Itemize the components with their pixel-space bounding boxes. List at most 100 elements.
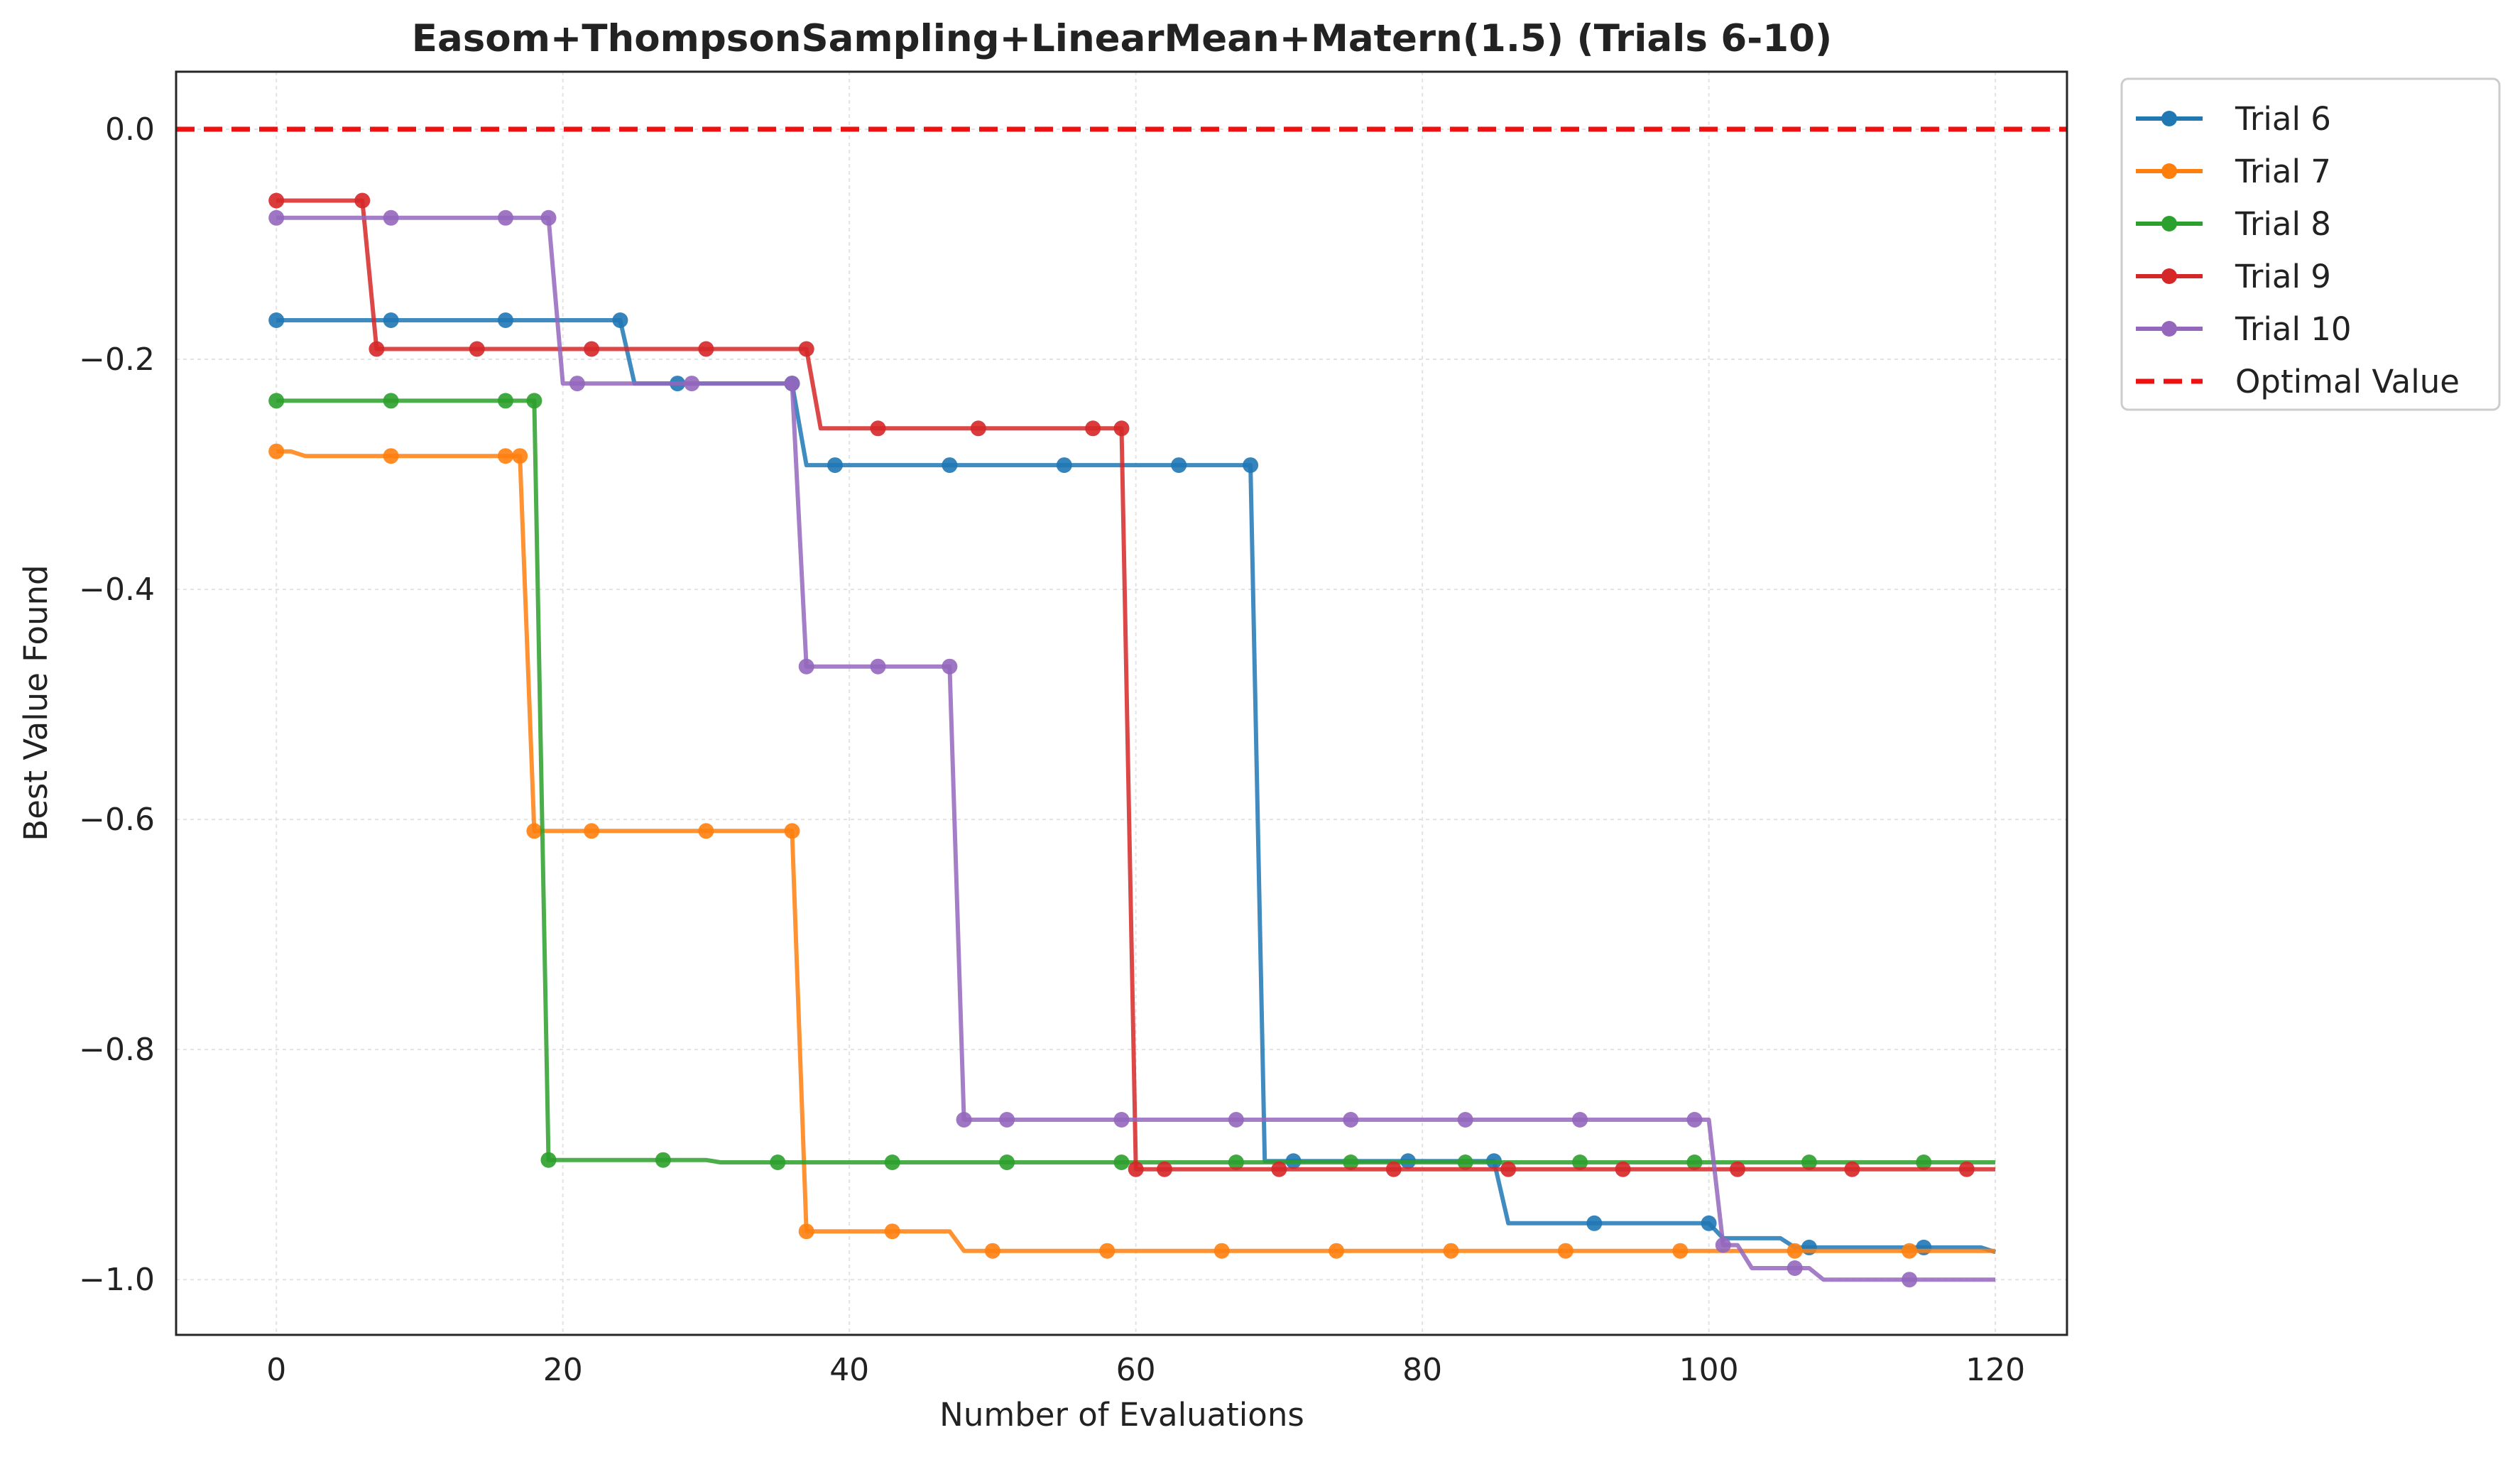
trial-9-point [354, 192, 371, 209]
legend-entry-trial-10: Trial 10 [2136, 310, 2352, 348]
trial-10-point [999, 1112, 1015, 1128]
trial-10-point [684, 376, 700, 392]
trial-7-point [526, 823, 542, 839]
trial-7-point [1902, 1243, 1918, 1259]
trial-10-point [1572, 1112, 1588, 1128]
trial-7-point [1329, 1243, 1345, 1259]
trial-7-point [884, 1223, 900, 1240]
legend-label: Optimal Value [2235, 363, 2460, 400]
trial-9-point [698, 341, 714, 357]
legend-label: Trial 8 [2235, 205, 2331, 243]
trial-9-point [1271, 1161, 1287, 1177]
trial-9-point [1844, 1161, 1860, 1177]
legend-marker [2161, 163, 2177, 179]
trial-9-point [469, 341, 485, 357]
trial-10-point [1787, 1260, 1803, 1276]
legend-entry-trial-9: Trial 9 [2136, 258, 2331, 295]
trial-7-point [984, 1243, 1000, 1259]
trial-8-point [1686, 1155, 1703, 1170]
trial-9-point [584, 341, 600, 357]
trial-8-point [1572, 1155, 1588, 1170]
trial-8-point [655, 1152, 671, 1168]
x-tick-label: 40 [829, 1352, 869, 1388]
legend-entry-trial-6: Trial 6 [2136, 100, 2331, 138]
x-tick-label: 100 [1679, 1352, 1739, 1388]
trial-7-point [1787, 1243, 1803, 1259]
trial-10-point [1457, 1112, 1473, 1128]
trial-10-point [784, 376, 800, 392]
trial-8-point [884, 1155, 900, 1170]
trial-10-series [268, 209, 1996, 1288]
trial-10-point [1113, 1112, 1130, 1128]
legend-label: Trial 10 [2235, 310, 2352, 348]
trial-10-point [268, 209, 285, 226]
trial-7-point [1557, 1243, 1573, 1259]
trial-9-point [268, 192, 285, 209]
trial-8-point [1343, 1155, 1359, 1170]
trial-9-point [1958, 1161, 1975, 1177]
trial-10-point [540, 209, 557, 226]
trial-8-point [526, 393, 542, 409]
x-tick-label: 80 [1402, 1352, 1442, 1388]
trial-9-point [1085, 420, 1101, 437]
trial-9-point [970, 420, 986, 437]
y-tick-label: −0.8 [79, 1032, 155, 1068]
trial-6-point [827, 457, 843, 474]
trial-10-point [569, 376, 585, 392]
trial-8-point [383, 393, 399, 409]
trial-8-point [1113, 1155, 1130, 1170]
series-layer [176, 126, 2067, 1288]
plot-background [176, 72, 2067, 1335]
trial-7-line [276, 449, 1996, 1253]
trial-9-point [369, 341, 385, 357]
trial-6-point [612, 312, 628, 328]
trial-8-point [268, 393, 285, 409]
plot-area [175, 70, 2068, 1336]
trial-6-point [942, 457, 958, 474]
trial-10-point [383, 209, 399, 226]
trial-7-point [512, 448, 528, 464]
trial-8-point [1228, 1155, 1244, 1170]
trial-8-line [276, 398, 1996, 1164]
trial-7-point [1672, 1243, 1689, 1259]
trial-8-point [770, 1155, 786, 1170]
trial-10-point [1686, 1112, 1703, 1128]
trial-9-point [1128, 1161, 1144, 1177]
trial-9-point [1615, 1161, 1631, 1177]
trial-8-series [268, 393, 1996, 1170]
trial-10-point [942, 658, 958, 675]
x-tick-label: 20 [543, 1352, 583, 1388]
trial-9-point [1157, 1161, 1172, 1177]
trial-9-series [268, 192, 1996, 1177]
trial-10-point [498, 209, 513, 226]
legend-entry-optimal-value: Optimal Value [2136, 363, 2460, 400]
trial-10-point [1715, 1237, 1731, 1253]
legend-frame [2120, 77, 2501, 411]
trial-7-series [268, 443, 1996, 1259]
trial-7-point [498, 448, 513, 464]
trial-8-point [540, 1152, 557, 1168]
legend-marker [2161, 216, 2177, 231]
trial-8-point [498, 393, 513, 409]
trial-8-point [1457, 1155, 1473, 1170]
trial-7-point [798, 1223, 814, 1240]
trial-7-point [584, 823, 600, 839]
trial-10-point [1902, 1272, 1918, 1288]
trial-6-point [498, 312, 513, 328]
trial-9-point [1730, 1161, 1745, 1177]
trial-8-point [999, 1155, 1015, 1170]
trial-7-point [383, 448, 399, 464]
legend-marker [2161, 268, 2177, 284]
y-tick-label: 0.0 [105, 111, 155, 148]
trial-7-point [1099, 1243, 1116, 1259]
x-axis-label: Number of Evaluations [939, 1396, 1304, 1434]
legend-entry-trial-8: Trial 8 [2136, 205, 2331, 243]
trial-10-point [870, 658, 886, 675]
trial-9-point [1385, 1161, 1402, 1177]
trial-10-point [1343, 1112, 1359, 1128]
trial-6-point [1171, 457, 1187, 474]
trial-7-point [1213, 1243, 1230, 1259]
y-tick-label: −0.6 [79, 802, 155, 838]
y-tick-label: −1.0 [79, 1262, 155, 1298]
